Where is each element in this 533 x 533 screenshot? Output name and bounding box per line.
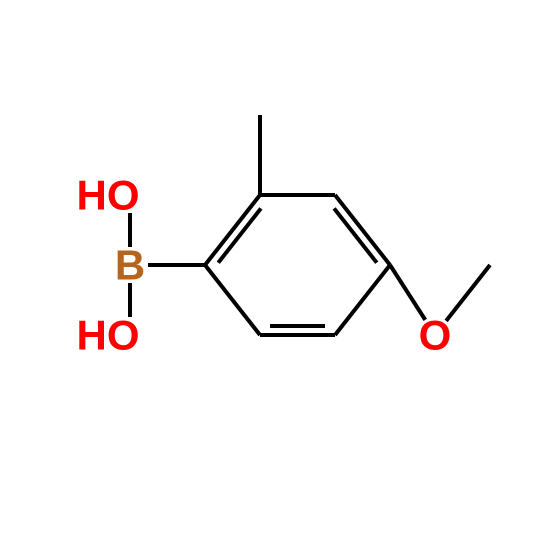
- bond-line: [335, 195, 390, 265]
- bond-line: [334, 208, 377, 262]
- atom-label: HO: [77, 312, 140, 359]
- atom-B: B: [115, 242, 145, 289]
- atom-O3: O: [419, 312, 452, 359]
- atom-label: O: [419, 312, 452, 359]
- bond-line: [205, 265, 260, 335]
- atom-O1: HO: [77, 172, 140, 219]
- molecule-diagram: B HO HO O: [0, 0, 533, 533]
- bond-line: [446, 265, 490, 321]
- atom-label: HO: [77, 172, 140, 219]
- atom-O2: HO: [77, 312, 140, 359]
- bond-line: [218, 208, 261, 262]
- bond-line: [205, 195, 260, 265]
- atom-label: B: [115, 242, 145, 289]
- bond-line: [335, 265, 390, 335]
